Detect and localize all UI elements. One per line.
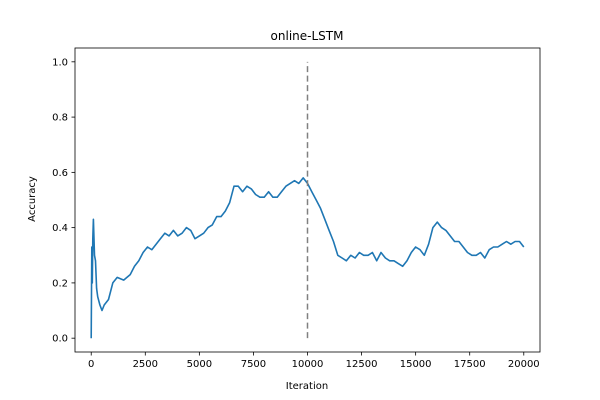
x-axis-label: Iteration [286,381,328,392]
x-tick-label: 0 [88,359,94,370]
accuracy-series-line [90,177,525,339]
y-tick-label: 0.4 [52,223,68,234]
y-axis-label: Accuracy [27,176,38,222]
x-axis-ticks: 0 2500 5000 7500 10000 12500 15000 17500 20000 [88,352,540,370]
y-axis-ticks: 0.0 0.2 0.4 0.6 0.8 1.0 [52,57,75,345]
x-tick-label: 20000 [508,359,540,370]
x-tick-label: 5000 [187,359,212,370]
y-tick-label: 1.0 [52,57,68,68]
x-tick-label: 17500 [454,359,486,370]
y-tick-label: 0.6 [52,168,68,179]
x-tick-label: 2500 [133,359,158,370]
x-tick-label: 12500 [346,359,378,370]
chart-title: online-LSTM [271,29,344,43]
x-tick-label: 10000 [292,359,324,370]
x-tick-label: 7500 [241,359,266,370]
y-tick-label: 0.8 [52,113,68,124]
y-tick-label: 0.0 [52,334,68,345]
x-tick-label: 15000 [400,359,432,370]
plot-area [90,61,525,339]
axes-frame [74,47,541,353]
y-tick-label: 0.2 [52,278,68,289]
